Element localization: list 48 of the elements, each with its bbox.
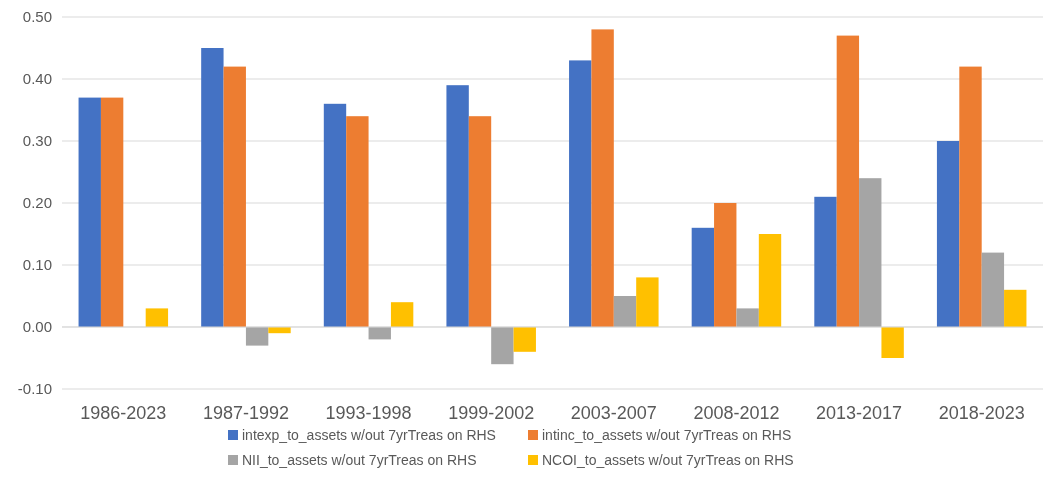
bar <box>446 85 469 327</box>
bar <box>814 196 837 327</box>
bar <box>613 296 637 327</box>
bar <box>881 327 904 358</box>
bar <box>78 97 101 327</box>
x-tick-label: 1987-1992 <box>202 403 289 423</box>
y-tick-label: 0.00 <box>22 318 52 336</box>
bar <box>691 227 715 327</box>
bar <box>569 60 592 327</box>
bar <box>390 302 414 327</box>
y-tick-label: 0.20 <box>22 194 52 212</box>
bar <box>959 66 982 327</box>
bar <box>636 277 659 327</box>
bar <box>223 66 246 327</box>
x-tick-label: 2018-2023 <box>938 403 1025 423</box>
y-tick-label: 0.40 <box>22 70 52 88</box>
y-tick-label: 0.50 <box>22 8 52 26</box>
bar <box>859 178 882 327</box>
bar <box>513 327 536 352</box>
bar <box>758 234 782 327</box>
x-tick-label: 2003-2007 <box>570 403 657 423</box>
bar <box>201 48 224 327</box>
bar <box>245 327 269 346</box>
legend-label: NII_to_assets w/out 7yrTreas on RHS <box>242 451 477 468</box>
bar <box>981 252 1005 327</box>
y-tick-label: -0.10 <box>17 380 52 398</box>
bar <box>491 327 514 365</box>
bar <box>591 29 614 327</box>
bar <box>145 308 169 327</box>
bar <box>936 141 960 327</box>
bar <box>468 116 492 327</box>
x-tick-label: 2008-2012 <box>693 403 780 423</box>
legend-label: NCOI_to_assets w/out 7yrTreas on RHS <box>542 451 794 468</box>
legend-label: intinc_to_assets w/out 7yrTreas on RHS <box>542 426 792 443</box>
bar <box>836 35 860 327</box>
y-tick-label: 0.30 <box>22 132 52 150</box>
bar <box>1004 289 1027 327</box>
bar <box>736 308 759 327</box>
x-tick-label: 1999-2002 <box>448 403 535 423</box>
bar <box>346 116 369 327</box>
bar <box>714 203 737 327</box>
legend-label: intexp_to_assets w/out 7yrTreas on RHS <box>242 426 496 443</box>
x-tick-label: 1993-1998 <box>325 403 412 423</box>
x-tick-label: 2013-2017 <box>816 403 903 423</box>
bar <box>323 103 347 327</box>
bar <box>100 97 124 327</box>
x-tick-label: 1986-2023 <box>80 403 167 423</box>
y-tick-label: 0.10 <box>22 256 52 274</box>
